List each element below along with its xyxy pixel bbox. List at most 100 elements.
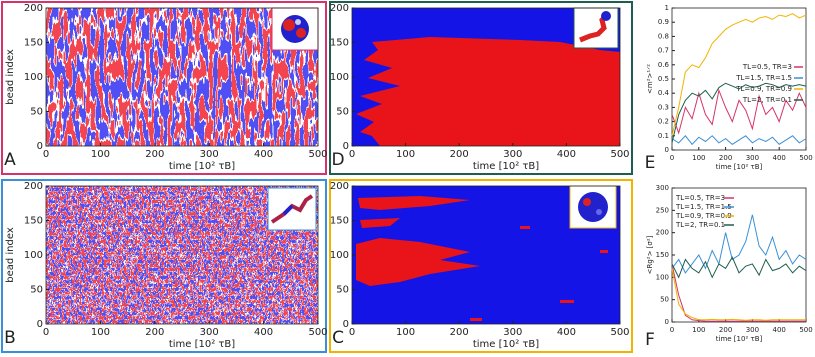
panel-letter: F <box>645 330 655 350</box>
y-tick-label: 0 <box>343 319 349 330</box>
y-tick-label: 1 <box>665 4 669 12</box>
y-tick-label: 50 <box>336 107 349 118</box>
series-line <box>671 135 807 146</box>
y-tick-label: 0.5 <box>658 75 669 83</box>
x-tick-label: 0 <box>43 149 49 160</box>
y-tick-label: 250 <box>656 206 669 214</box>
panel-letter: D <box>331 150 344 170</box>
x-tick-label: 200 <box>719 326 732 334</box>
x-tick-label: 400 <box>557 327 576 338</box>
x-tick-label: 300 <box>200 149 219 160</box>
y-tick-label: 50 <box>336 285 349 296</box>
y-tick-label: 200 <box>330 181 349 192</box>
y-tick-label: 200 <box>24 181 43 192</box>
y-axis-label: <m²>¹ᐟ² <box>646 64 654 94</box>
x-tick-label: 0 <box>670 326 674 334</box>
y-tick-label: 50 <box>30 107 43 118</box>
y-tick-label: 100 <box>656 273 669 281</box>
y-tick-label: 0.9 <box>658 18 669 26</box>
series-line <box>671 82 807 144</box>
legend-label: TL=0.9, TR=0.9 <box>675 212 732 220</box>
x-tick-label: 0 <box>349 327 355 338</box>
y-tick-label: 50 <box>660 296 669 304</box>
y-axis-label: <Rg²> [σ²] <box>646 235 654 274</box>
panel-letter: A <box>4 150 16 170</box>
x-tick-label: 0 <box>349 149 355 160</box>
y-tick-label: 0 <box>665 318 669 326</box>
heatmap-texture <box>352 8 620 146</box>
x-tick-label: 300 <box>746 326 759 334</box>
x-axis-label: time [10² τB] <box>716 163 763 171</box>
legend-label: TL=1.5, TR=1.5 <box>735 74 792 82</box>
y-tick-label: 0.4 <box>658 89 670 97</box>
panel-frame <box>1 179 327 353</box>
legend-label: TL=0.5, TR=3 <box>742 63 792 71</box>
y-tick-label: 0.2 <box>658 118 669 126</box>
x-axis-label: time [10² τB] <box>473 339 539 350</box>
y-tick-label: 200 <box>656 229 669 237</box>
x-tick-label: 500 <box>799 326 812 334</box>
legend-label: TL=0.9, TR=0.9 <box>735 85 792 93</box>
panel-letter: B <box>4 328 16 348</box>
y-tick-label: 200 <box>330 3 349 14</box>
legend-label: TL=0.5, TR=3 <box>675 194 725 202</box>
series-line <box>671 256 807 279</box>
x-tick-label: 400 <box>773 154 786 162</box>
y-tick-label: 100 <box>24 72 43 83</box>
x-tick-label: 100 <box>692 154 705 162</box>
x-tick-label: 100 <box>91 327 110 338</box>
y-tick-label: 0 <box>37 319 43 330</box>
panel-frame <box>329 1 633 175</box>
y-tick-label: 300 <box>656 184 669 192</box>
y-tick-label: 0.3 <box>658 103 669 111</box>
y-axis-label: bead index <box>5 227 16 283</box>
y-tick-label: 100 <box>330 250 349 261</box>
x-axis-label: time [10² τB] <box>473 161 539 172</box>
y-tick-label: 100 <box>24 250 43 261</box>
x-tick-label: 100 <box>91 149 110 160</box>
y-tick-label: 200 <box>24 3 43 14</box>
inset <box>267 187 317 231</box>
x-tick-label: 100 <box>396 327 415 338</box>
y-axis-label: bead index <box>5 49 16 105</box>
legend-label: TL=2, TR=0.1 <box>675 221 725 229</box>
x-tick-label: 200 <box>450 327 469 338</box>
inset <box>573 7 619 49</box>
x-tick-label: 200 <box>145 149 164 160</box>
series-line <box>671 268 806 321</box>
x-tick-label: 500 <box>610 327 629 338</box>
y-tick-label: 0.8 <box>658 32 669 40</box>
x-axis-label: time [10² τB] <box>169 339 235 350</box>
y-tick-label: 150 <box>330 216 349 227</box>
x-tick-label: 300 <box>503 327 522 338</box>
x-tick-label: 500 <box>308 327 327 338</box>
y-tick-label: 50 <box>30 285 43 296</box>
series-line <box>671 88 807 135</box>
y-tick-label: 0.1 <box>658 132 669 140</box>
y-tick-label: 150 <box>24 216 43 227</box>
x-tick-label: 300 <box>503 149 522 160</box>
y-tick-label: 0.7 <box>658 47 669 55</box>
y-tick-label: 0.6 <box>658 61 670 69</box>
panel-letter: C <box>332 328 344 348</box>
x-tick-label: 0 <box>670 154 674 162</box>
y-tick-label: 150 <box>330 38 349 49</box>
x-tick-label: 300 <box>200 327 219 338</box>
panel-frame <box>1 1 327 175</box>
legend-label: TL=2, TR=0.1 <box>742 96 792 104</box>
x-axis-label: time [10² τB] <box>169 161 235 172</box>
series-line <box>671 13 807 136</box>
x-tick-label: 400 <box>254 149 273 160</box>
x-tick-label: 500 <box>799 154 812 162</box>
x-tick-label: 200 <box>450 149 469 160</box>
y-tick-label: 100 <box>330 72 349 83</box>
y-tick-label: 0 <box>37 141 43 152</box>
x-tick-label: 500 <box>308 149 327 160</box>
x-tick-label: 200 <box>145 327 164 338</box>
x-tick-label: 400 <box>254 327 273 338</box>
x-tick-label: 100 <box>692 326 705 334</box>
x-tick-label: 300 <box>746 154 759 162</box>
panel-letter: E <box>645 153 656 173</box>
x-tick-label: 200 <box>719 154 732 162</box>
